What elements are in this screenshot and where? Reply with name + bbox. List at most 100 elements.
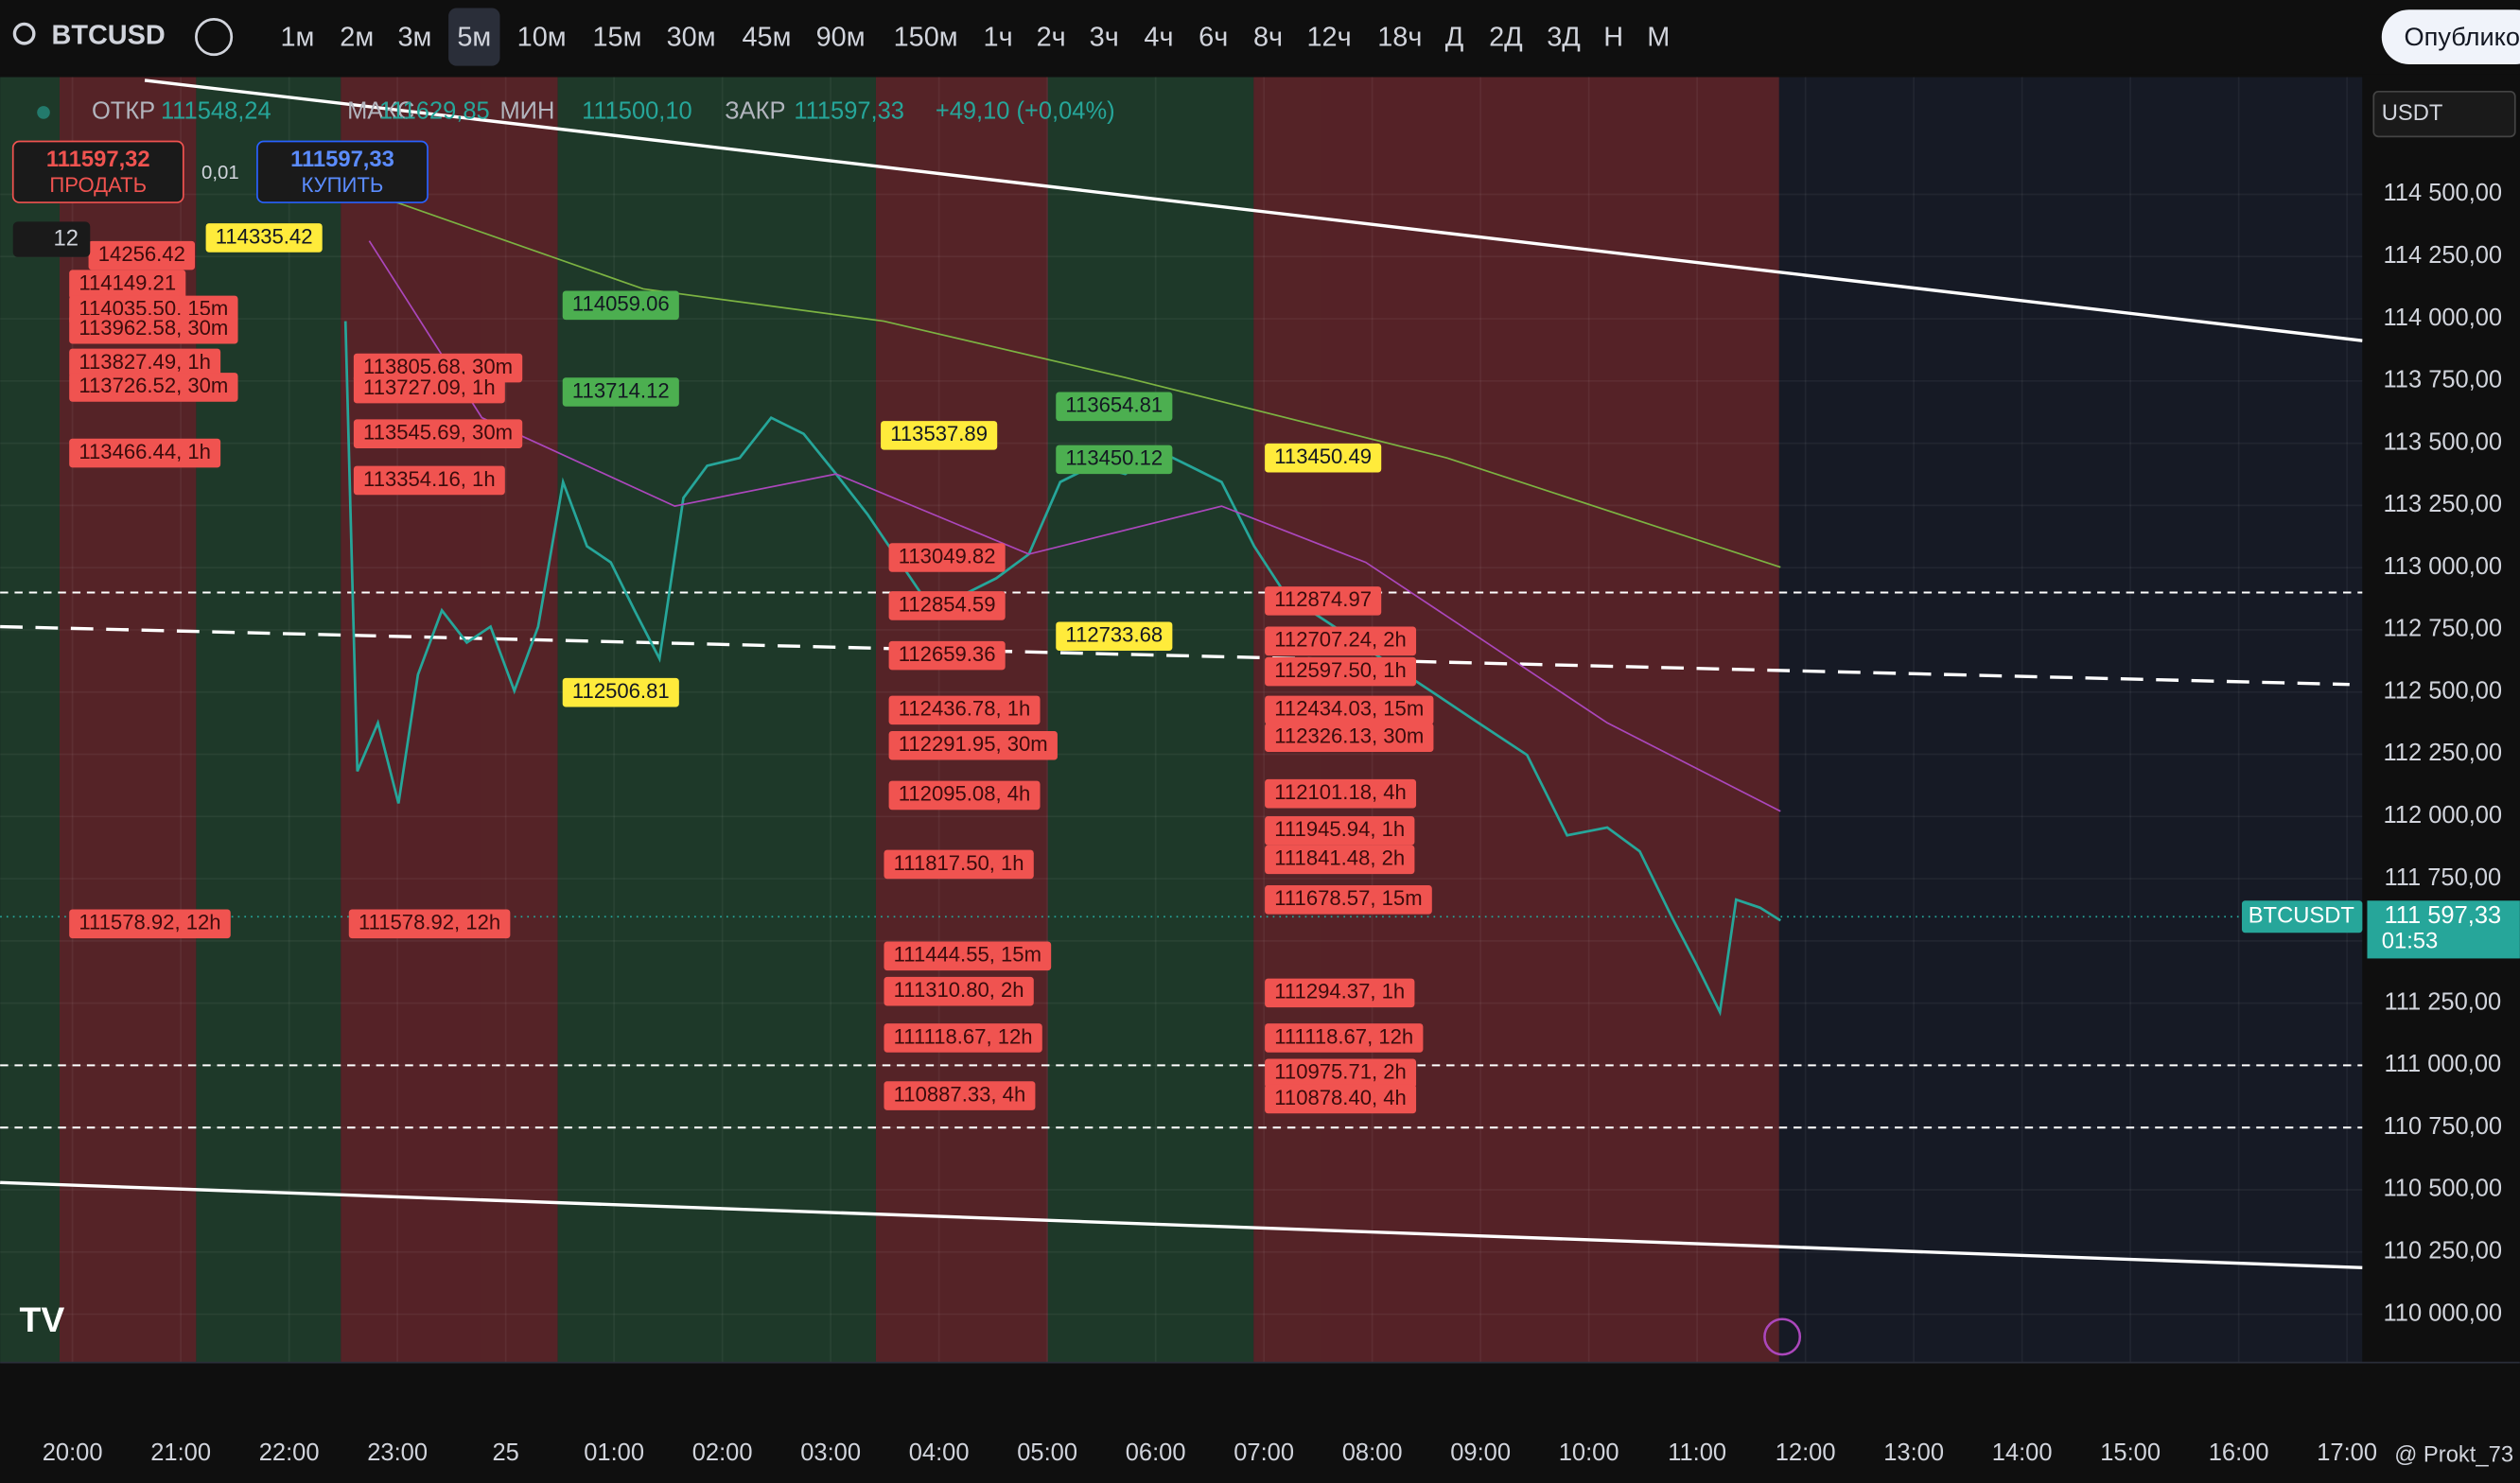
interval[interactable]: 2ч <box>1037 22 1066 52</box>
annotation-box <box>884 941 1052 971</box>
symbol[interactable]: BTCUSD <box>51 21 165 51</box>
annotation-label: 113466.44, 1h <box>79 440 211 463</box>
annotation-label: 112597.50, 1h <box>1274 658 1407 682</box>
publish-button[interactable] <box>2381 9 2520 64</box>
annotation-box <box>69 348 221 378</box>
interval[interactable]: 1ч <box>984 22 1013 52</box>
y-tick-label: 112 000,00 <box>2384 802 2503 829</box>
search-icon[interactable] <box>12 22 36 45</box>
trend-lines <box>0 79 2363 1270</box>
annotation-box <box>888 591 1006 620</box>
interval[interactable]: М <box>1647 22 1670 52</box>
buy-button[interactable] <box>256 140 429 203</box>
y-tick-label: 112 500,00 <box>2384 677 2503 704</box>
ohlc-label: ЗАКР <box>725 98 785 125</box>
annotation-label: 111444.55, 15m <box>894 943 1041 967</box>
trend-line <box>0 624 2350 687</box>
annotation-box <box>1265 695 1434 725</box>
annotation-box <box>1265 1058 1417 1089</box>
annotation-box <box>69 909 231 939</box>
band <box>557 77 876 1363</box>
annotation-label: 111841.48, 2h <box>1274 846 1405 870</box>
x-tick-label: 06:00 <box>1126 1439 1186 1466</box>
interval[interactable]: 2м <box>340 22 374 52</box>
ohlc-value: 111629,85 <box>379 98 490 125</box>
interval[interactable]: 6ч <box>1199 22 1228 52</box>
interval[interactable]: 150м <box>894 22 958 52</box>
annotation-box <box>1056 392 1173 422</box>
ohlc-change: +49,10 (+0,04%) <box>936 98 1115 125</box>
last-price-symbol: BTCUSDT <box>2249 903 2354 929</box>
y-tick-label: 112 750,00 <box>2384 616 2503 642</box>
annotation-label: 113714.12 <box>572 378 670 402</box>
interval[interactable]: 15м <box>593 22 642 52</box>
interval[interactable]: 12ч <box>1306 22 1351 52</box>
annotation-label: 112326.13, 30m <box>1274 724 1424 748</box>
interval[interactable]: 45м <box>742 22 791 52</box>
interval[interactable]: Д <box>1445 22 1464 52</box>
alert-icon[interactable] <box>1763 1317 1802 1356</box>
annotation-label: 113450.49 <box>1274 445 1372 468</box>
last-price-tag <box>2241 900 2363 933</box>
annotation-box <box>888 730 1058 760</box>
y-tick-label: 111 750,00 <box>2384 864 2501 891</box>
price-line <box>368 240 1781 812</box>
band <box>196 77 341 1363</box>
publish-label: Опублико <box>2405 22 2520 51</box>
add-symbol[interactable] <box>195 18 234 57</box>
interval[interactable]: 1м <box>280 22 314 52</box>
active-interval-bg <box>448 8 500 66</box>
x-tick-label: 08:00 <box>1342 1439 1403 1466</box>
y-tick-label: 112 250,00 <box>2384 740 2503 766</box>
annotation-label: 113727.09, 1h <box>363 375 496 399</box>
annotation-box <box>888 640 1006 671</box>
band <box>341 77 558 1363</box>
annotation-label: 111578.92, 12h <box>359 911 500 934</box>
x-tick-label: 21:00 <box>150 1439 211 1466</box>
y-tick-label: 111 250,00 <box>2384 988 2501 1015</box>
buy-price: 111597,33 <box>290 147 394 172</box>
interval[interactable]: 8ч <box>1253 22 1283 52</box>
indicators-toggle[interactable] <box>12 221 91 257</box>
interval[interactable]: 90м <box>816 22 866 52</box>
annotation-box <box>562 677 679 707</box>
band <box>0 77 60 1363</box>
y-tick-label: 110 250,00 <box>2384 1237 2503 1264</box>
countdown: 01:53 <box>2382 929 2438 954</box>
currency: USDT <box>2382 100 2443 126</box>
interval[interactable]: 18ч <box>1377 22 1422 52</box>
interval[interactable]: 10м <box>517 22 567 52</box>
interval[interactable]: 3ч <box>1090 22 1119 52</box>
x-tick-label: 25 <box>492 1439 518 1466</box>
sell-button[interactable] <box>11 140 184 203</box>
x-tick-label: 12:00 <box>1776 1439 1836 1466</box>
annotation-box <box>562 377 679 407</box>
x-tick-label: 10:00 <box>1559 1439 1619 1466</box>
annotation-box <box>884 1023 1042 1053</box>
x-tick-label: 20:00 <box>43 1439 103 1466</box>
y-tick-label: 110 000,00 <box>2384 1300 2503 1326</box>
annotation-label: 113827.49, 1h <box>79 350 211 374</box>
annotation-label: 114059.06 <box>572 292 670 316</box>
annotation-box <box>1265 845 1415 875</box>
annotation-label: 113962.58, 30m <box>79 316 228 340</box>
intervals: 1м 2м 3м 5м 10м 15м 30м 45м 90м 150м 1ч 2ч 3ч 4ч 6ч 8ч 1… <box>280 22 1670 52</box>
interval[interactable]: 5м <box>457 22 491 52</box>
ohlc-label: МИН <box>499 98 554 125</box>
x-tick-label: 11:00 <box>1668 1439 1726 1466</box>
annotation-box <box>88 240 196 270</box>
x-tick-label: 09:00 <box>1450 1439 1511 1466</box>
watermark: @ Prokt_73 <box>2394 1441 2513 1467</box>
currency-select[interactable] <box>2372 90 2516 138</box>
y-tick-label: 111 000,00 <box>2384 1051 2501 1077</box>
x-tick-label: 02:00 <box>692 1439 753 1466</box>
interval[interactable]: Н <box>1603 22 1623 52</box>
annotation-label: 112101.18, 4h <box>1274 780 1407 804</box>
interval[interactable]: 2Д <box>1489 22 1523 52</box>
interval[interactable]: 3Д <box>1547 22 1581 52</box>
interval[interactable]: 30м <box>667 22 716 52</box>
interval[interactable]: 3м <box>397 22 431 52</box>
annotation-box <box>69 314 238 344</box>
interval[interactable]: 4ч <box>1144 22 1173 52</box>
